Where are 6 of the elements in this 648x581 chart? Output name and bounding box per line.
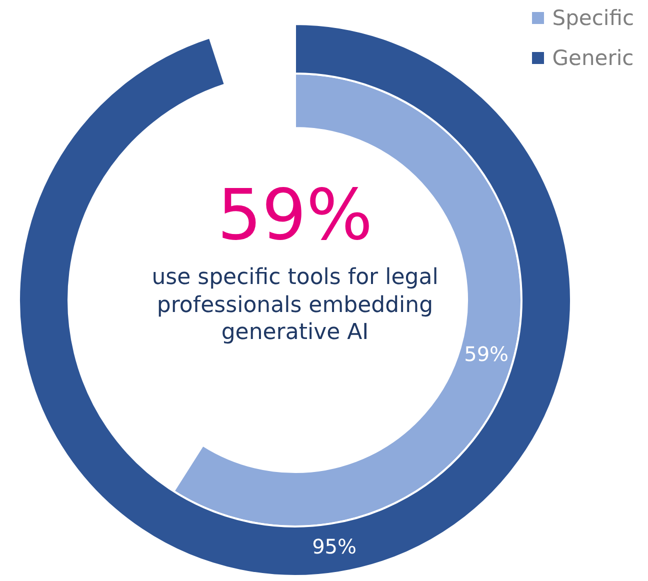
text: 59% xyxy=(216,174,374,256)
text: use specific tools for legal professionals embedding generative AI xyxy=(150,264,440,346)
legend-label: Specific xyxy=(552,6,634,30)
data-label: 95% xyxy=(312,534,357,558)
legend-label: Generic xyxy=(552,46,634,70)
data-label: 59% xyxy=(464,342,509,366)
